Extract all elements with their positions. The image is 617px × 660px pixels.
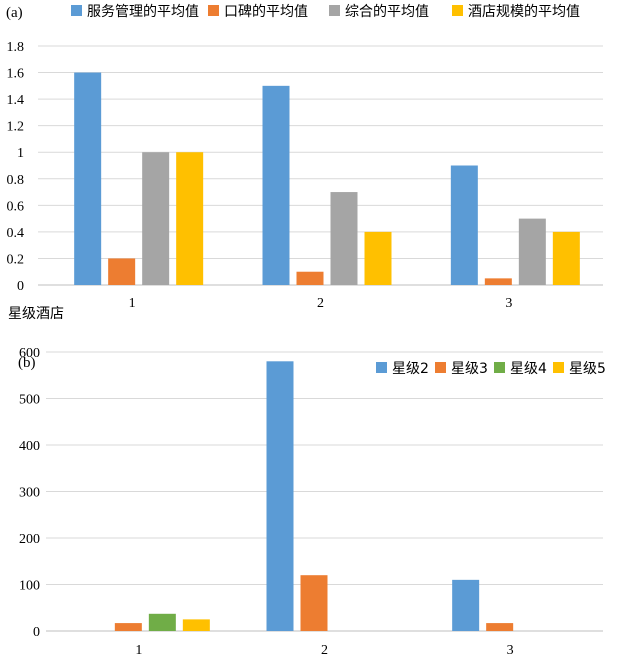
- panel-1-ytick-label: 100: [19, 579, 40, 594]
- panel-1-category-label: 2: [321, 643, 328, 658]
- panel-1-bar-1-1: [300, 575, 328, 631]
- panel-0-bar-3-0: [176, 152, 204, 285]
- panel-1-bar-0-1: [266, 361, 294, 631]
- panel-0-bar-2-0: [142, 152, 170, 285]
- panel-0-bar-3-1: [364, 231, 392, 285]
- panel-1-bar-1-2: [486, 623, 514, 631]
- panel-1-ytick-label: 600: [19, 346, 40, 361]
- panel-0-ytick-label: 0: [17, 279, 24, 294]
- panel-0-bar-1-1: [296, 271, 324, 285]
- panel-0-bar-2-1: [330, 192, 358, 285]
- panel-a-label: (a): [6, 5, 23, 21]
- panel-1-ytick-label: 0: [33, 625, 40, 640]
- panel-0-ytick-label: 1.6: [7, 67, 25, 82]
- panel-1-category-label: 3: [507, 643, 514, 658]
- panel-0-bar-0-1: [262, 85, 290, 285]
- panel-0-ytick-label: 0.2: [7, 252, 25, 267]
- panel-1-bar-3-0: [182, 619, 210, 631]
- panel-1-ytick-label: 300: [19, 486, 40, 501]
- panel-1-legend-swatch: [435, 362, 446, 373]
- panel-0-category-label: 1: [129, 296, 136, 311]
- panel-1-legend-label: 星级2: [392, 361, 429, 377]
- panel-a-xlabel: 星级酒店: [8, 306, 64, 322]
- panel-0-legend-swatch: [71, 5, 82, 16]
- panel-1-legend-swatch: [553, 362, 564, 373]
- panel-1-legend-swatch: [494, 362, 505, 373]
- panel-1-ytick-label: 400: [19, 439, 40, 454]
- panel-0-legend-swatch: [329, 5, 340, 16]
- panel-0-ytick-label: 1: [17, 146, 24, 161]
- panel-0-ytick-label: 1.4: [7, 93, 25, 108]
- panel-0-bar-2-2: [518, 218, 546, 285]
- panel-1-legend-label: 星级3: [451, 361, 488, 377]
- panel-1-legend-label: 星级5: [569, 361, 606, 377]
- panel-0-ytick-label: 0.4: [7, 226, 25, 241]
- panel-0-category-label: 3: [505, 296, 512, 311]
- panel-0-bar-0-0: [74, 72, 102, 285]
- panel-0-bar-0-2: [450, 165, 478, 285]
- panel-1-ytick-label: 500: [19, 393, 40, 408]
- panel-0-legend-swatch: [208, 5, 219, 16]
- panel-1-legend-label: 星级4: [510, 361, 547, 377]
- panel-1-bar-0-2: [452, 579, 480, 631]
- panel-1-ytick-label: 200: [19, 532, 40, 547]
- panel-0-legend-label: 服务管理的平均值: [87, 4, 199, 20]
- panel-0-legend-label: 口碑的平均值: [224, 4, 308, 20]
- panel-0-bar-1-0: [108, 258, 136, 285]
- panel-0-legend-label: 酒店规模的平均值: [468, 4, 580, 20]
- panel-0-bar-3-2: [552, 231, 580, 285]
- panel-0-legend-swatch: [452, 5, 463, 16]
- panel-1-bar-1-0: [114, 623, 142, 631]
- panel-0-bar-1-2: [484, 278, 512, 285]
- panel-0-ytick-label: 1.8: [7, 40, 25, 55]
- panel-b-label: (b): [18, 355, 36, 371]
- panel-0-category-label: 2: [317, 296, 324, 311]
- panel-0-ytick-label: 1.2: [7, 120, 25, 135]
- panel-0-ytick-label: 0.8: [7, 173, 25, 188]
- panel-0-legend-label: 综合的平均值: [345, 4, 429, 20]
- panel-1-bar-2-0: [148, 613, 176, 631]
- panel-1-category-label: 1: [135, 643, 142, 658]
- panel-0-ytick-label: 0.6: [7, 199, 25, 214]
- panel-1-legend-swatch: [376, 362, 387, 373]
